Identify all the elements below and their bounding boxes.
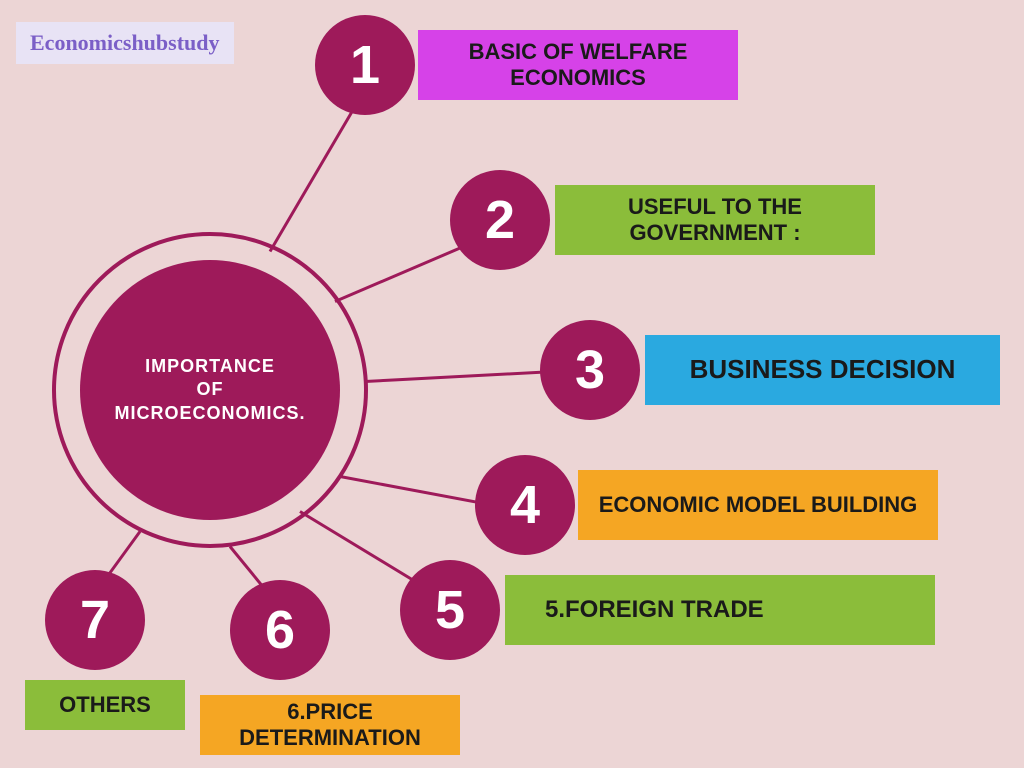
- connector-line: [365, 370, 555, 383]
- item-label-4: ECONOMIC MODEL BUILDING: [578, 470, 938, 540]
- item-label-2: USEFUL TO THE GOVERNMENT :: [555, 185, 875, 255]
- item-number-3: 3: [540, 320, 640, 420]
- item-number-2: 2: [450, 170, 550, 270]
- item-label-7: OTHERS: [25, 680, 185, 730]
- item-label-1: BASIC OF WELFARE ECONOMICS: [418, 30, 738, 100]
- item-label-5: 5.FOREIGN TRADE: [505, 575, 935, 645]
- logo: Economicshubstudy: [16, 22, 234, 64]
- item-number-1: 1: [315, 15, 415, 115]
- hub-center: IMPORTANCEOFMICROECONOMICS.: [80, 260, 340, 520]
- item-number-4: 4: [475, 455, 575, 555]
- item-label-6: 6.PRICE DETERMINATION: [200, 695, 460, 755]
- item-label-3: BUSINESS DECISION: [645, 335, 1000, 405]
- item-number-7: 7: [45, 570, 145, 670]
- item-number-5: 5: [400, 560, 500, 660]
- item-number-6: 6: [230, 580, 330, 680]
